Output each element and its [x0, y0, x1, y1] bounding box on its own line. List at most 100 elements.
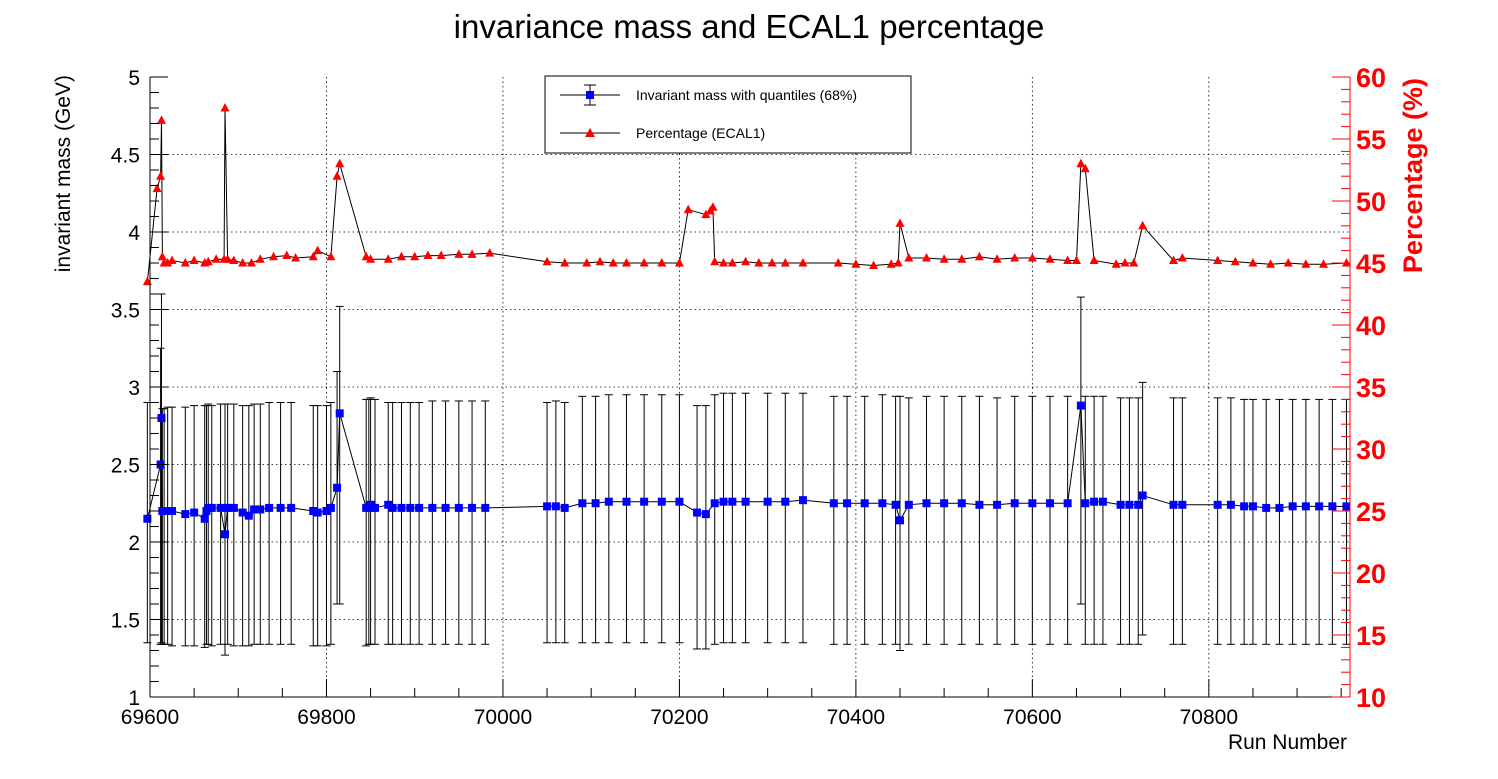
y2-tick-label: 15 — [1356, 621, 1386, 651]
percentage-point — [992, 254, 1002, 263]
mass-point — [322, 507, 331, 515]
y2-tick-label: 50 — [1356, 187, 1386, 217]
mass-point — [763, 497, 772, 506]
mass-point — [157, 414, 166, 422]
mass-point — [309, 507, 318, 515]
mass-point — [904, 500, 913, 509]
mass-point — [675, 497, 684, 506]
percentage-point — [1027, 253, 1037, 262]
percentage-point — [974, 251, 984, 261]
y2-tick-label: 25 — [1356, 497, 1386, 527]
percentage-point — [1138, 220, 1148, 230]
mass-point — [168, 507, 177, 515]
percentage-point — [180, 258, 190, 267]
mass-point — [143, 514, 152, 523]
mass-point — [957, 499, 966, 508]
mass-point — [1315, 502, 1324, 511]
mass-point — [388, 503, 397, 512]
percentage-point — [851, 259, 861, 268]
mass-point — [781, 497, 790, 506]
mass-point — [265, 503, 274, 512]
percentage-point — [366, 254, 376, 263]
mass-point — [891, 500, 900, 509]
percentage-point — [485, 248, 495, 257]
y-axis-label: invariant mass (GeV) — [52, 75, 75, 272]
mass-point — [1046, 499, 1054, 508]
mass-point — [551, 502, 560, 511]
percentage-point — [741, 256, 751, 266]
percentage-point — [701, 209, 711, 219]
mass-point — [1116, 500, 1125, 509]
percentage-point — [269, 251, 279, 261]
percentage-point — [1341, 258, 1351, 267]
percentage-point — [189, 255, 199, 265]
mass-point — [256, 505, 265, 514]
mass-point — [313, 508, 322, 517]
mass-point — [843, 499, 852, 508]
percentage-point — [886, 259, 896, 268]
percentage-point — [1120, 258, 1130, 267]
mass-point — [578, 499, 587, 508]
mass-point — [1010, 499, 1019, 508]
mass-point — [622, 497, 631, 506]
mass-point — [326, 503, 335, 512]
mass-point — [468, 503, 477, 512]
mass-point — [1169, 500, 1178, 509]
percentage-point — [383, 254, 393, 263]
legend-entry-mass: Invariant mass with quantiles (68%) — [560, 84, 857, 106]
percentage-point — [767, 258, 777, 267]
percentage-point — [335, 158, 345, 168]
mass-point — [216, 503, 225, 512]
percentage-point — [246, 258, 256, 267]
percentage-point — [780, 258, 790, 267]
x-tick-label: 70000 — [474, 706, 532, 729]
mass-point — [993, 500, 1002, 509]
mass-point — [798, 496, 807, 505]
y2-tick-label: 10 — [1356, 683, 1386, 713]
percentage-point — [1177, 253, 1187, 262]
percentage-point — [291, 253, 301, 262]
percentage-point — [1045, 254, 1055, 263]
mass-point — [1275, 503, 1284, 512]
percentage-point — [1129, 258, 1139, 267]
y2-tick-label: 35 — [1356, 373, 1386, 403]
mass-point — [238, 508, 247, 517]
y-tick-label: 3.5 — [111, 300, 140, 323]
percentage-markers — [142, 103, 1351, 286]
percentage-point — [1080, 163, 1090, 173]
percentage-point — [410, 251, 420, 261]
percentage-point — [639, 258, 649, 267]
mass-point — [1328, 502, 1337, 511]
percentage-point — [152, 183, 162, 193]
x-tick-label: 70200 — [650, 706, 708, 729]
mass-point — [1081, 499, 1090, 508]
mass-point — [975, 500, 984, 509]
x-tick-label: 70800 — [1180, 706, 1238, 729]
mass-point — [333, 483, 342, 492]
mass-point — [829, 499, 838, 508]
percentage-point — [1301, 259, 1311, 268]
mass-line — [146, 405, 1347, 535]
percentage-point — [683, 204, 693, 214]
percentage-point — [921, 253, 931, 262]
mass-point — [406, 503, 415, 512]
axes: 69600 69800 70000 70200 70400 70600 70800 1 1.5 2… — [111, 63, 1386, 729]
percentage-point — [727, 258, 737, 267]
mass-point — [657, 497, 666, 506]
y-tick-label: 4 — [128, 222, 140, 245]
y2-tick-label: 20 — [1356, 559, 1386, 589]
mass-point — [896, 516, 904, 525]
mass-point — [200, 514, 209, 523]
percentage-point — [313, 245, 323, 255]
percentage-point — [1248, 258, 1258, 267]
y-tick-label: 2.5 — [111, 455, 140, 478]
percentage-point — [167, 255, 177, 265]
mass-point — [1288, 502, 1297, 511]
percentage-point — [708, 202, 718, 211]
mass-point — [207, 503, 216, 512]
y2-tick-label: 60 — [1356, 63, 1386, 93]
percentage-point — [1266, 259, 1276, 268]
mass-point — [710, 499, 719, 508]
legend-entry-percentage: Percentage (ECAL1) — [560, 125, 765, 141]
